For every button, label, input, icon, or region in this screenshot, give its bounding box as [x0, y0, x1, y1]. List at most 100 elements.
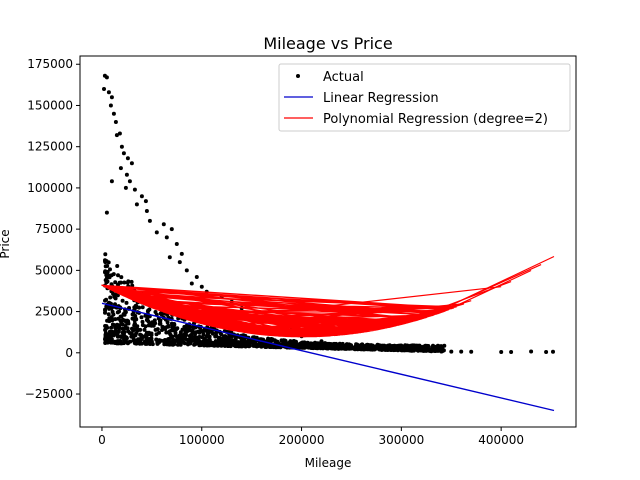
poly-regression-segment [444, 269, 532, 312]
actual-point [300, 340, 305, 345]
actual-point [202, 341, 207, 346]
actual-point [110, 309, 115, 314]
actual-point [107, 329, 112, 334]
actual-point [268, 338, 273, 343]
actual-point [317, 345, 322, 350]
actual-point [116, 273, 120, 278]
actual-point [199, 284, 204, 289]
actual-point [142, 334, 147, 339]
actual-point [160, 324, 165, 329]
actual-point [221, 340, 226, 345]
actual-point [414, 347, 419, 352]
actual-point [379, 347, 384, 352]
actual-point [140, 336, 144, 341]
actual-point [113, 317, 118, 322]
actual-point [174, 327, 178, 332]
actual-point [193, 325, 198, 330]
actual-point [469, 349, 474, 354]
y-tick-label: 0 [65, 346, 73, 360]
actual-point [169, 227, 174, 232]
actual-point [231, 339, 236, 343]
actual-point [121, 332, 126, 337]
linear-regression-line [101, 302, 555, 412]
actual-point [112, 294, 117, 299]
actual-point [123, 336, 128, 341]
actual-point [193, 336, 198, 341]
actual-point [198, 343, 203, 348]
actual-point [297, 345, 302, 350]
actual-point [214, 330, 219, 335]
actual-point [314, 346, 319, 351]
actual-point [291, 339, 296, 344]
chart-title: Mileage vs Price [263, 34, 392, 53]
actual-point [319, 339, 324, 344]
actual-point [109, 282, 114, 287]
actual-point [155, 340, 160, 345]
actual-point [143, 199, 148, 204]
actual-point [147, 218, 152, 223]
actual-point [246, 338, 251, 343]
actual-point [135, 324, 140, 329]
actual-point [118, 340, 123, 345]
actual-point [140, 305, 145, 310]
actual-point [103, 328, 108, 332]
x-tick-label: 300000 [378, 433, 424, 447]
actual-point [123, 310, 128, 315]
actual-point [232, 343, 237, 348]
actual-point [163, 325, 168, 330]
actual-point [551, 349, 555, 354]
actual-point [103, 310, 107, 315]
actual-point [406, 347, 411, 352]
actual-point [140, 319, 145, 324]
actual-point [103, 269, 108, 274]
actual-point [402, 344, 407, 349]
actual-point [109, 325, 114, 330]
actual-point [118, 166, 123, 171]
actual-point [176, 342, 181, 347]
actual-point [117, 280, 122, 285]
actual-point [145, 309, 150, 314]
actual-point [104, 276, 109, 281]
legend-label-poly: Polynomial Regression (degree=2) [323, 112, 548, 127]
actual-point [214, 333, 219, 338]
actual-point [107, 316, 112, 321]
actual-point [342, 346, 347, 351]
actual-point [113, 120, 118, 124]
actual-point [103, 264, 108, 269]
actual-point [220, 336, 225, 341]
actual-point [183, 336, 187, 341]
actual-point [104, 210, 109, 215]
actual-point [184, 323, 189, 328]
actual-point [115, 334, 120, 339]
actual-point [165, 320, 170, 325]
actual-point [324, 343, 328, 348]
legend: Actual Linear Regression Polynomial Regr… [278, 63, 571, 132]
actual-point [188, 325, 193, 329]
actual-point [143, 324, 148, 329]
actual-point [252, 340, 257, 345]
actual-point [133, 333, 138, 338]
actual-point [160, 328, 164, 332]
actual-point [129, 279, 134, 284]
actual-point [144, 209, 149, 213]
actual-point [306, 343, 311, 348]
actual-point [137, 341, 142, 346]
x-axis-label: Mileage [305, 456, 352, 470]
actual-point [449, 349, 454, 354]
y-axis-ticks: −25000 0 25000 50000 75000 100000 125000 150000… [25, 57, 80, 401]
actual-point [149, 331, 154, 336]
actual-point [194, 275, 199, 279]
y-axis-label: Price [0, 229, 12, 258]
legend-label-actual: Actual [323, 70, 364, 85]
actual-point [210, 331, 215, 336]
actual-point [226, 338, 231, 343]
actual-point [223, 334, 228, 339]
actual-point [148, 342, 153, 346]
actual-point [312, 342, 317, 347]
actual-point [161, 222, 166, 227]
actual-point [158, 321, 163, 326]
actual-point [108, 103, 113, 108]
actual-point [117, 131, 122, 136]
actual-point [187, 328, 192, 333]
actual-point [111, 111, 116, 116]
